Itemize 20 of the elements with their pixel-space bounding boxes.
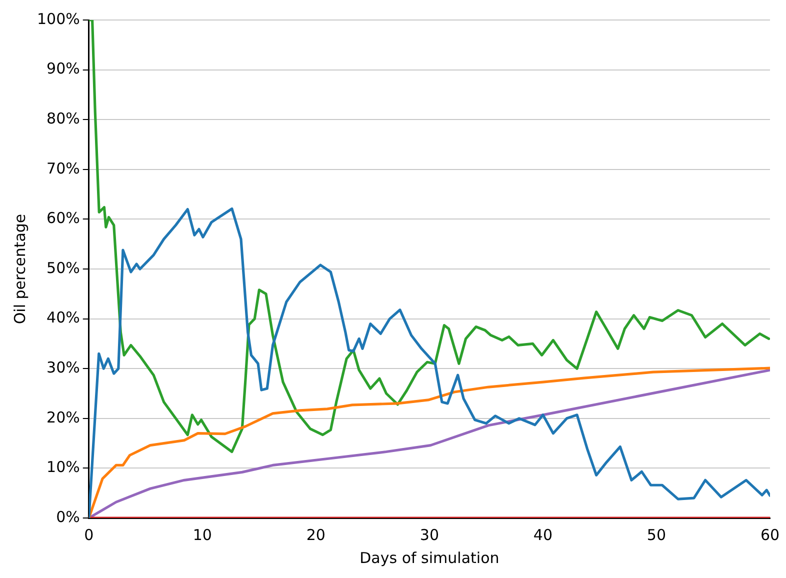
x-tick-label: 60 bbox=[760, 526, 780, 544]
y-tick-label: 30% bbox=[46, 358, 80, 376]
y-tick-label: 100% bbox=[36, 10, 80, 28]
y-tick-label: 90% bbox=[46, 60, 80, 78]
x-tick-label: 10 bbox=[192, 526, 212, 544]
y-tick-label: 50% bbox=[46, 258, 80, 277]
y-tick-label: 80% bbox=[46, 109, 80, 128]
x-tick-label: 0 bbox=[84, 526, 94, 544]
x-axis-title: Days of simulation bbox=[360, 548, 500, 567]
x-tick-label: 40 bbox=[533, 526, 553, 544]
y-tick-label: 0% bbox=[56, 508, 80, 526]
x-tick-label: 30 bbox=[420, 526, 439, 544]
y-axis-title: Oil percentage bbox=[10, 214, 29, 324]
y-tick-label: 20% bbox=[46, 408, 80, 426]
x-tick-label: 50 bbox=[646, 526, 666, 544]
y-tick-label: 60% bbox=[46, 209, 80, 228]
y-tick-label: 70% bbox=[46, 159, 80, 178]
x-tick-label: 20 bbox=[306, 526, 326, 544]
y-tick-label: 40% bbox=[46, 308, 80, 327]
y-tick-label: 10% bbox=[46, 458, 80, 476]
